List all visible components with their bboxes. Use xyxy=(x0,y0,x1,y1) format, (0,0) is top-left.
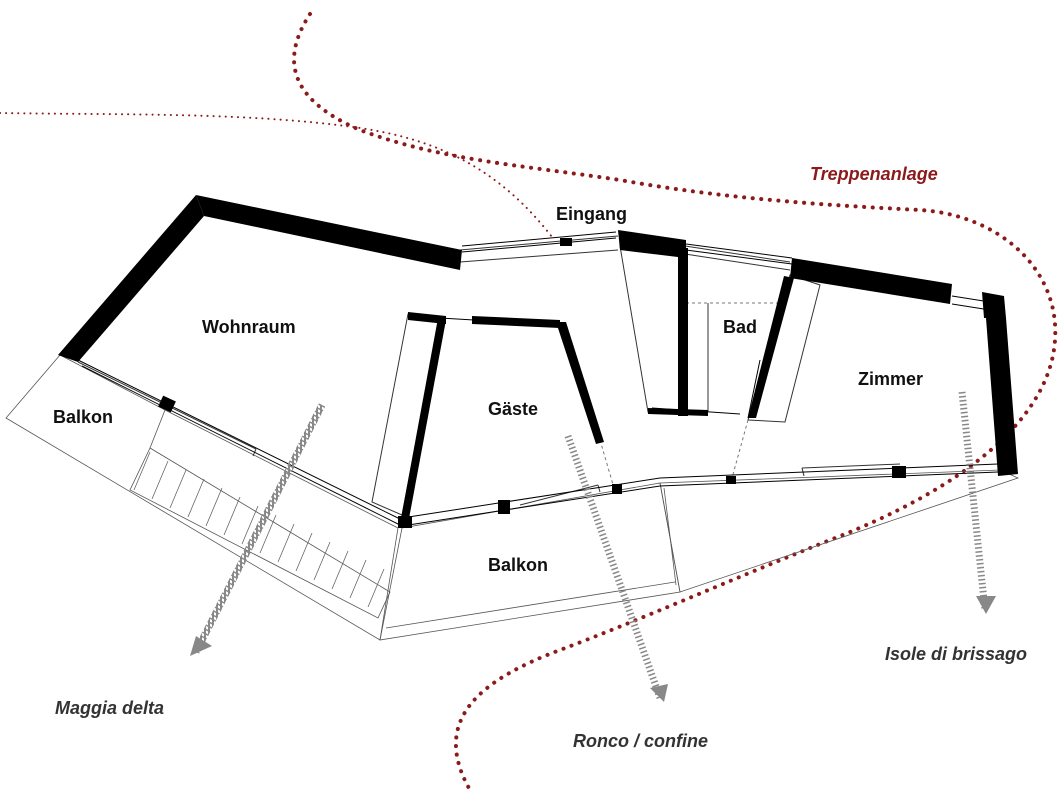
label-eingang: Eingang xyxy=(556,204,627,224)
view-arrow-ronco xyxy=(564,434,668,702)
walls xyxy=(58,195,1018,528)
wall-gaeste-north xyxy=(472,316,560,328)
wall-zimmer-north xyxy=(790,258,952,304)
view-arrow-isole xyxy=(958,391,996,614)
wall-zimmer-corner xyxy=(982,292,1006,318)
wall-bad-diag xyxy=(748,276,794,418)
label-treppenanlage: Treppenanlage xyxy=(810,164,938,184)
label-isole-brissago: Isole di brissago xyxy=(885,644,1027,664)
label-ronco-confine: Ronco / confine xyxy=(573,731,708,751)
balcony-west xyxy=(5,354,399,641)
balcony-south xyxy=(379,469,1020,641)
stair-path-main xyxy=(292,12,1058,792)
wall-stub-5 xyxy=(892,466,906,478)
balcony-stair-treads xyxy=(133,451,385,608)
wall-stub-1 xyxy=(158,395,176,413)
wall-wohnraum-north xyxy=(196,195,462,270)
label-balkon-west: Balkon xyxy=(53,407,113,427)
wall-stub-7 xyxy=(398,516,412,528)
label-balkon-south: Balkon xyxy=(488,555,548,575)
wall-bath-bottom xyxy=(648,408,708,416)
label-wohnraum: Wohnraum xyxy=(202,317,296,337)
wall-gaeste-west xyxy=(400,318,446,524)
view-arrow-maggia xyxy=(190,403,326,656)
wall-eingang-east xyxy=(618,230,686,258)
wall-stub-6 xyxy=(560,238,572,246)
stair-path-branch xyxy=(0,112,553,238)
wall-bath-west xyxy=(678,248,688,416)
wall-zimmer-east xyxy=(986,318,1018,476)
label-maggia-delta: Maggia delta xyxy=(55,698,164,718)
wall-gaeste-east xyxy=(556,322,604,444)
wall-gaeste-north-west xyxy=(408,312,446,324)
label-bad: Bad xyxy=(723,317,757,337)
wall-stub-2 xyxy=(498,500,510,514)
label-gaeste: Gäste xyxy=(488,399,538,419)
stair-path xyxy=(0,12,1058,792)
view-arrows xyxy=(190,391,996,702)
label-zimmer: Zimmer xyxy=(858,369,923,389)
wall-stub-3 xyxy=(612,484,622,494)
wall-stub-4 xyxy=(726,476,736,484)
wall-wohnraum-west xyxy=(58,195,204,362)
